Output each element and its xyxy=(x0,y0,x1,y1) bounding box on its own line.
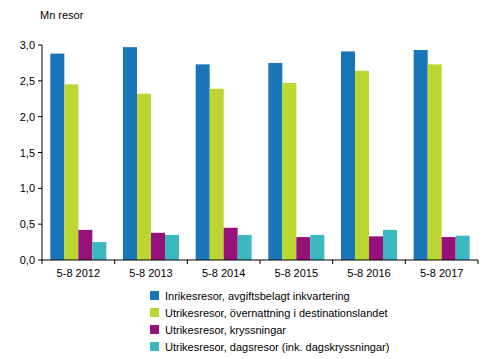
bar xyxy=(268,63,282,260)
bar xyxy=(369,236,383,260)
y-tick xyxy=(38,152,42,153)
bar xyxy=(341,51,355,260)
x-tick-label: 5-8 2013 xyxy=(129,267,172,279)
bar xyxy=(355,71,369,260)
y-tick-label: 0,0 xyxy=(20,254,35,266)
bar xyxy=(151,233,165,260)
chart: Mn resor 0,0 0,5 1,0 1,5 2,0 2,5 3,0 5-8 2012 5-8… xyxy=(0,0,491,359)
legend-swatch xyxy=(150,291,159,300)
bar xyxy=(196,64,210,260)
x-axis xyxy=(42,260,478,261)
legend-label: Utrikesresor, övernattning i destination… xyxy=(165,307,388,319)
x-tick-label: 5-8 2017 xyxy=(420,267,463,279)
bar xyxy=(296,237,310,260)
y-tick xyxy=(38,188,42,189)
legend-swatch xyxy=(150,308,159,317)
y-axis-label: Mn resor xyxy=(40,9,84,21)
y-tick xyxy=(38,80,42,81)
x-tick-label: 5-8 2012 xyxy=(57,267,100,279)
bar xyxy=(456,236,470,260)
bar xyxy=(383,230,397,260)
y-tick-label: 2,0 xyxy=(20,111,35,123)
x-tick xyxy=(478,260,479,264)
x-tick xyxy=(260,260,261,264)
y-axis xyxy=(42,45,43,264)
x-tick xyxy=(405,260,406,264)
legend-label: Utrikesresor, kryssningar xyxy=(165,324,286,336)
bar xyxy=(78,230,92,260)
legend-swatch xyxy=(150,325,159,334)
y-tick-label: 3,0 xyxy=(20,39,35,51)
bar xyxy=(310,235,324,260)
bar xyxy=(50,54,64,260)
bar xyxy=(92,242,106,260)
y-tick xyxy=(38,224,42,225)
legend-swatch xyxy=(150,342,159,351)
y-tick-label: 1,5 xyxy=(20,147,35,159)
y-tick-label: 1,0 xyxy=(20,182,35,194)
bar xyxy=(165,235,179,260)
bar xyxy=(123,47,137,260)
bar xyxy=(238,235,252,260)
bar xyxy=(210,89,224,260)
bar xyxy=(282,83,296,260)
y-tick xyxy=(38,260,42,261)
x-tick xyxy=(332,260,333,264)
bar xyxy=(414,50,428,260)
bars xyxy=(50,47,469,260)
x-tick-label: 5-8 2014 xyxy=(202,267,245,279)
bar xyxy=(428,64,442,260)
x-tick xyxy=(187,260,188,264)
y-tick-label: 0,5 xyxy=(20,218,35,230)
y-tick xyxy=(38,116,42,117)
y-tick-label: 2,5 xyxy=(20,75,35,87)
x-tick-label: 5-8 2015 xyxy=(275,267,318,279)
x-tick xyxy=(114,260,115,264)
bar xyxy=(442,237,456,260)
bar xyxy=(64,84,78,260)
bar xyxy=(224,228,238,260)
legend-label: Inrikesresor, avgiftsbelagt inkvartering xyxy=(165,290,350,302)
bar xyxy=(137,94,151,260)
legend: Inrikesresor, avgiftsbelagt inkvartering… xyxy=(150,290,389,353)
y-tick xyxy=(38,45,42,46)
legend-label: Utrikesresor, dagsresor (ink. dagskryssn… xyxy=(165,341,389,353)
x-tick-label: 5-8 2016 xyxy=(347,267,390,279)
